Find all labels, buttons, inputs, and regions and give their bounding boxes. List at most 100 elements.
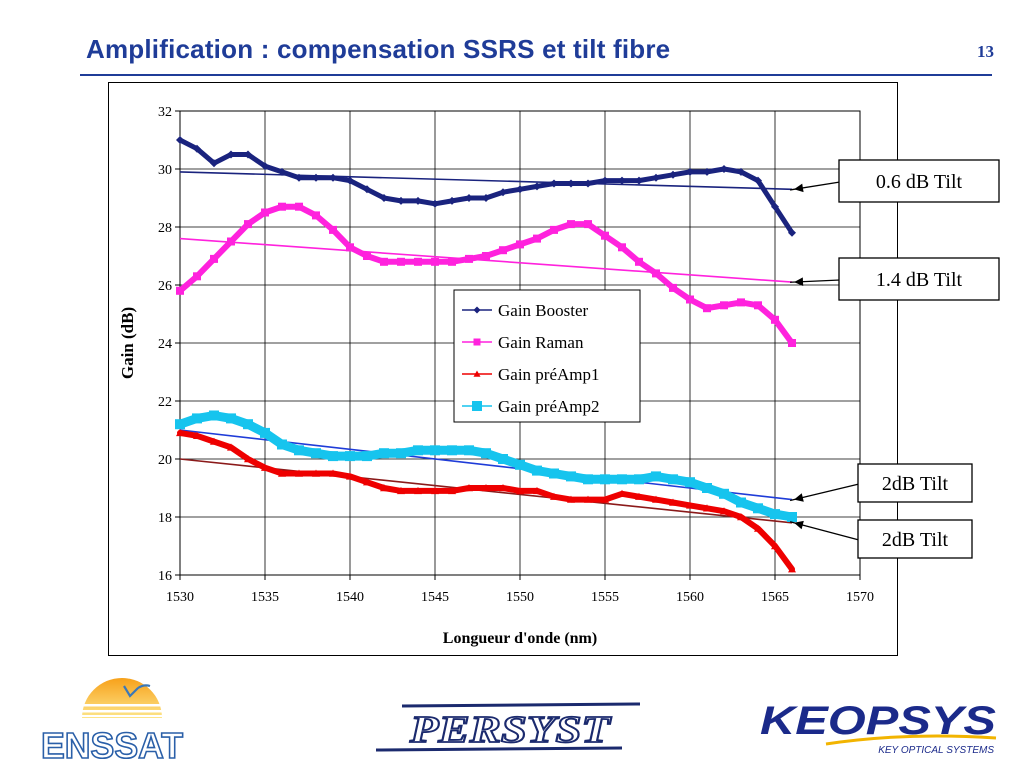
tilt-trend-line [179,237,793,283]
data-point-gain-booster [618,176,626,185]
data-point-gain-pr-amp1 [601,495,609,503]
data-point-gain-raman [618,243,626,252]
data-point-gain-booster [465,194,473,202]
data-point-gain-raman [601,231,609,240]
data-point-gain-booster [499,188,507,197]
y-tick-label: 22 [158,395,172,410]
data-point-gain-booster [227,150,235,159]
data-point-gain-booster [363,185,371,194]
data-point-gain-raman [363,252,371,260]
data-point-gain-pr-amp1 [261,463,269,471]
chart-frame: 16 18 20 22 24 26 28 30 32 1530 1535 1540 1545 1550 15… [108,82,898,656]
sun-icon [82,678,162,718]
data-point-gain-booster [193,144,201,153]
data-point-gain-raman [482,252,490,260]
data-point-gain-booster [652,173,660,182]
data-point-gain-pr-amp1 [686,501,694,509]
data-point-gain-raman [703,304,711,313]
data-point-gain-raman [669,283,677,292]
data-point-gain-booster [771,202,779,211]
data-point-gain-pr-amp1 [227,443,235,451]
y-tick-label: 18 [158,511,172,526]
data-point-gain-pr-amp1 [652,495,660,503]
annotation-arrowhead [794,493,804,502]
data-point-gain-raman [635,257,643,266]
data-point-gain-raman [312,211,320,220]
legend-entry: Gain Booster [498,301,589,320]
keopsys-logo: KEOPSYS KEY OPTICAL SYSTEMS [760,699,996,756]
persyst-logo-text: PERSYST [409,709,612,751]
legend-entry: Gain Raman [498,333,584,352]
data-point-gain-pr-amp2 [583,474,593,485]
data-point-gain-pr-amp2 [498,454,508,464]
annotation-arrowhead [794,277,804,287]
page-number: 13 [977,42,994,61]
data-point-gain-booster [737,167,745,176]
data-point-gain-pr-amp1 [397,486,405,495]
data-point-gain-booster [278,167,286,176]
data-point-gain-raman [278,202,286,211]
data-point-gain-raman [244,220,252,229]
data-point-gain-booster [210,159,218,168]
data-point-gain-booster [754,176,762,185]
data-point-gain-raman [329,225,337,234]
data-point-gain-booster [176,136,184,144]
data-point-gain-pr-amp2 [685,477,695,488]
data-point-gain-raman [193,272,201,281]
data-point-gain-pr-amp2 [651,471,661,482]
x-tick-label: 1555 [591,590,619,605]
data-point-gain-pr-amp2 [617,474,627,485]
gain-chart: 16 18 20 22 24 26 28 30 32 1530 1535 1540 1545 1550 15… [118,105,874,647]
data-point-gain-raman [516,240,524,249]
y-tick-label: 16 [158,569,172,584]
data-point-gain-pr-amp2 [175,419,185,430]
data-point-gain-pr-amp1 [754,524,762,532]
data-point-gain-pr-amp1 [363,478,371,486]
data-point-gain-pr-amp2 [668,474,678,485]
data-point-gain-pr-amp1 [584,495,592,503]
data-point-gain-pr-amp2 [719,488,729,499]
data-point-gain-booster [533,182,541,191]
data-point-gain-pr-amp1 [635,492,643,500]
data-point-gain-raman [414,257,422,266]
bird-icon [123,684,151,698]
data-point-gain-pr-amp1 [567,495,575,503]
x-tick-label: 1550 [506,590,534,605]
data-point-gain-raman [567,220,575,229]
x-axis-label: Longueur d'onde (nm) [443,630,597,647]
data-point-gain-booster [312,173,320,182]
data-point-gain-raman [346,243,354,252]
data-point-gain-booster [635,176,643,185]
data-point-gain-raman [397,257,405,266]
data-point-gain-pr-amp2 [277,439,287,450]
data-point-gain-pr-amp2 [345,451,355,462]
data-point-gain-raman [499,246,507,255]
data-point-gain-pr-amp1 [482,484,490,492]
data-point-gain-booster [261,162,269,171]
x-tick-label: 1530 [166,590,194,605]
legend-entry: Gain préAmp2 [498,397,600,416]
data-point-gain-pr-amp2 [192,413,202,424]
data-point-gain-raman [720,301,728,310]
data-point-gain-pr-amp2 [702,483,712,493]
data-point-gain-pr-amp2 [532,465,542,476]
data-point-gain-booster [669,170,677,179]
data-point-gain-pr-amp1 [329,469,337,477]
data-point-gain-pr-amp2 [294,445,304,456]
y-tick-label: 26 [158,279,172,294]
data-point-gain-booster [686,167,694,176]
x-tick-label: 1560 [676,590,704,605]
data-point-gain-raman [686,295,694,304]
y-tick-label: 24 [158,337,172,352]
data-point-gain-pr-amp1 [346,472,354,480]
data-point-gain-raman [380,257,388,266]
data-point-gain-pr-amp1 [499,484,507,492]
data-point-gain-pr-amp1 [193,431,201,439]
data-point-gain-raman [533,234,541,243]
legend-marker [472,401,482,411]
enssat-logo: ENSSAT [40,678,184,764]
data-point-gain-pr-amp2 [787,512,797,522]
data-point-gain-raman [176,286,184,295]
data-point-gain-raman [652,269,660,278]
data-point-gain-raman [431,257,439,266]
